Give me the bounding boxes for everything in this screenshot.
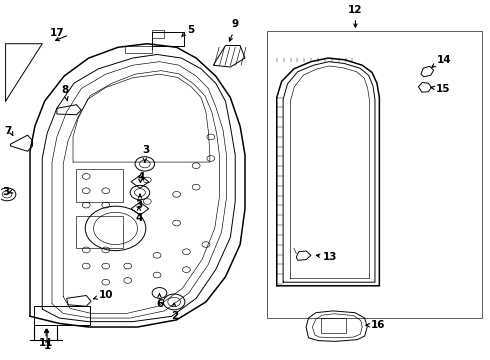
Text: 5: 5 [187, 25, 195, 35]
Text: 1: 1 [44, 341, 51, 351]
Text: 9: 9 [232, 19, 239, 30]
Text: 12: 12 [348, 5, 363, 15]
Text: 13: 13 [323, 252, 338, 262]
Bar [152, 32, 184, 45]
Text: 7: 7 [4, 126, 12, 135]
Text: 6: 6 [157, 300, 164, 309]
Bar [125, 45, 152, 53]
Bar [34, 306, 90, 325]
Text: 15: 15 [436, 84, 450, 94]
Text: 4: 4 [138, 172, 145, 182]
Text: 2: 2 [171, 311, 178, 321]
Text: 3: 3 [142, 145, 149, 155]
Bar [76, 169, 123, 202]
Text: 10: 10 [98, 291, 113, 301]
Bar [152, 31, 164, 39]
Text: 16: 16 [370, 320, 385, 329]
Bar [76, 216, 123, 248]
Bar [321, 318, 346, 333]
Text: 3: 3 [135, 200, 142, 210]
Text: 4: 4 [135, 213, 143, 223]
Text: 11: 11 [39, 338, 53, 348]
Text: 3: 3 [2, 187, 9, 197]
Text: 8: 8 [62, 85, 69, 95]
Text: 14: 14 [437, 55, 452, 65]
Text: 17: 17 [49, 28, 64, 38]
Bar [267, 31, 482, 318]
